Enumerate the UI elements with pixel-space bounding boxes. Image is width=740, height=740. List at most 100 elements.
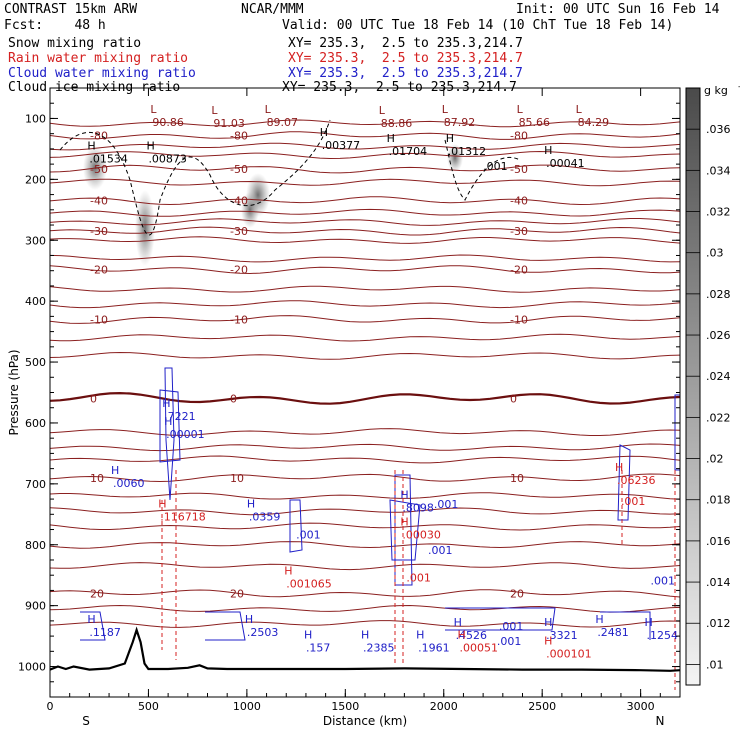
annotation-kind: L xyxy=(442,103,449,116)
isotherm-line xyxy=(49,443,681,452)
isotherm-line xyxy=(49,541,681,549)
annotation-value: 84.29 xyxy=(578,116,610,129)
cloud-water-contour xyxy=(205,611,246,641)
forecast-hour: Fcst: 48 h xyxy=(4,18,106,33)
isotherm-label: 20 xyxy=(510,587,524,600)
x-tick-label: 1000 xyxy=(233,700,261,713)
isotherm-label: -10 xyxy=(230,313,248,326)
cloud-ice-contour xyxy=(444,139,521,201)
isotherm-line xyxy=(49,522,681,531)
colorbar-tick-label: .02 xyxy=(706,453,724,466)
annotation-value: .0060 xyxy=(113,477,145,490)
annotation-value: 87.92 xyxy=(444,116,476,129)
colorbar-unit-exponent: -1 xyxy=(738,82,740,91)
isotherm-line xyxy=(49,492,681,500)
cloud-water-contour xyxy=(600,611,651,640)
annotation-value: .157 xyxy=(306,641,331,654)
annotation-kind: H xyxy=(162,397,170,410)
isotherm-label: -80 xyxy=(510,130,528,143)
annotation-value: .001 xyxy=(434,498,459,511)
annotation-kind: L xyxy=(265,103,272,116)
annotation-value: .1254 xyxy=(647,629,679,642)
x-tick-label: 2500 xyxy=(528,700,556,713)
annotation-kind: H xyxy=(446,132,454,145)
y-tick-label: 700 xyxy=(25,478,46,491)
colorbar-tick-label: .022 xyxy=(706,411,731,424)
annotation-value: .2481 xyxy=(597,626,629,639)
annotation-value: 91.03 xyxy=(213,117,245,130)
y-axis-label: Pressure (hPa) xyxy=(7,349,21,435)
isotherm-line xyxy=(49,473,681,483)
x-tick-label: 3000 xyxy=(627,700,655,713)
annotation-value: .2503 xyxy=(247,626,279,639)
annotation-value: .01312 xyxy=(448,145,487,158)
x-tick-label: 500 xyxy=(138,700,159,713)
annotation-value: .0359 xyxy=(249,510,281,523)
isotherm-label: -80 xyxy=(90,130,108,143)
annotation-kind: L xyxy=(576,103,583,116)
isotherm-line xyxy=(49,315,681,324)
colorbar-tick-label: .016 xyxy=(706,535,731,548)
annotation-value: .1961 xyxy=(418,641,450,654)
isotherm-layer: -80 -80 -80 -50 -50 -50 -40 -40 -40 -30 -30 -30 -20 -… xyxy=(49,119,681,628)
y-tick-label: 300 xyxy=(25,234,46,247)
isotherm-label: 20 xyxy=(90,587,104,600)
colorbar-tick-label: .024 xyxy=(706,370,731,383)
field-xy-snow: XY= 235.3, 2.5 to 235.3,214.7 xyxy=(288,36,523,51)
init-time: Init: 00 UTC Sun 16 Feb 14 xyxy=(516,2,720,17)
x-end-label-north: N xyxy=(656,714,665,728)
annotation-kind: L xyxy=(211,104,218,117)
annotation-kind: H xyxy=(544,144,552,157)
isotherm-label: -50 xyxy=(510,163,528,176)
colorbar-tick-label: .036 xyxy=(706,123,731,136)
annotation-value: .06236 xyxy=(617,474,656,487)
x-axis-label: Distance (km) xyxy=(323,714,407,728)
isotherm-label: 20 xyxy=(230,587,244,600)
field-name-rain: Rain water mixing ratio xyxy=(8,51,189,66)
isotherm-label: -80 xyxy=(230,130,248,143)
annotation-kind: H xyxy=(361,628,369,641)
colorbar: .036 .034 .032 .03 .028 .026 .024 .022 .02 .018 .0… xyxy=(685,82,740,686)
annotation-value: .00030 xyxy=(402,529,441,542)
annotation-value: .00041 xyxy=(546,157,585,170)
cloud-water-contour xyxy=(164,367,175,501)
isotherm-label: -30 xyxy=(230,225,248,238)
y-tick-label: 800 xyxy=(25,539,46,552)
isotherm-label: -20 xyxy=(90,263,108,276)
isotherm-label: -50 xyxy=(230,163,248,176)
field-name-snow: Snow mixing ratio xyxy=(8,36,142,51)
colorbar-tick-label: .032 xyxy=(706,206,731,219)
cloud-water-contour xyxy=(445,607,556,631)
isotherm-label: 10 xyxy=(90,472,104,485)
y-tick-label: 900 xyxy=(25,600,46,613)
isotherm-label: -40 xyxy=(510,195,528,208)
terrain-layer xyxy=(49,626,681,672)
colorbar-tick-label: .012 xyxy=(706,617,731,630)
colorbar-tick-label: .034 xyxy=(706,164,731,177)
colorbar-unit: g kg xyxy=(704,84,728,97)
annotation-value: .3321 xyxy=(546,629,578,642)
isotherm-label: 10 xyxy=(510,472,524,485)
isotherm-label: -10 xyxy=(510,313,528,326)
annotation-kind: H xyxy=(416,628,424,641)
annotation-value: .001 xyxy=(483,160,508,173)
cloud-water-contour xyxy=(617,444,631,521)
snow-shade-1 xyxy=(135,190,155,266)
isotherm-line xyxy=(49,562,681,571)
annotation-value: .001 xyxy=(497,635,522,648)
annotation-kind: H xyxy=(400,516,408,529)
annotation-kind: H xyxy=(645,616,653,629)
y-tick-label: 200 xyxy=(25,173,46,186)
isotherm-line xyxy=(49,131,681,140)
annotation-value: .001 xyxy=(296,529,321,542)
annotation-value: .01704 xyxy=(389,145,428,158)
snow-shade-3 xyxy=(241,192,259,228)
annotation-value: .7221 xyxy=(164,410,196,423)
x-end-label-south: S xyxy=(82,714,90,728)
center-title: NCAR/MMM xyxy=(241,2,304,17)
annotation-value: .001 xyxy=(406,571,431,584)
snow-shading-layer xyxy=(83,144,463,266)
annotation-kind: H xyxy=(158,497,166,510)
annotation-value: 90.86 xyxy=(152,116,184,129)
